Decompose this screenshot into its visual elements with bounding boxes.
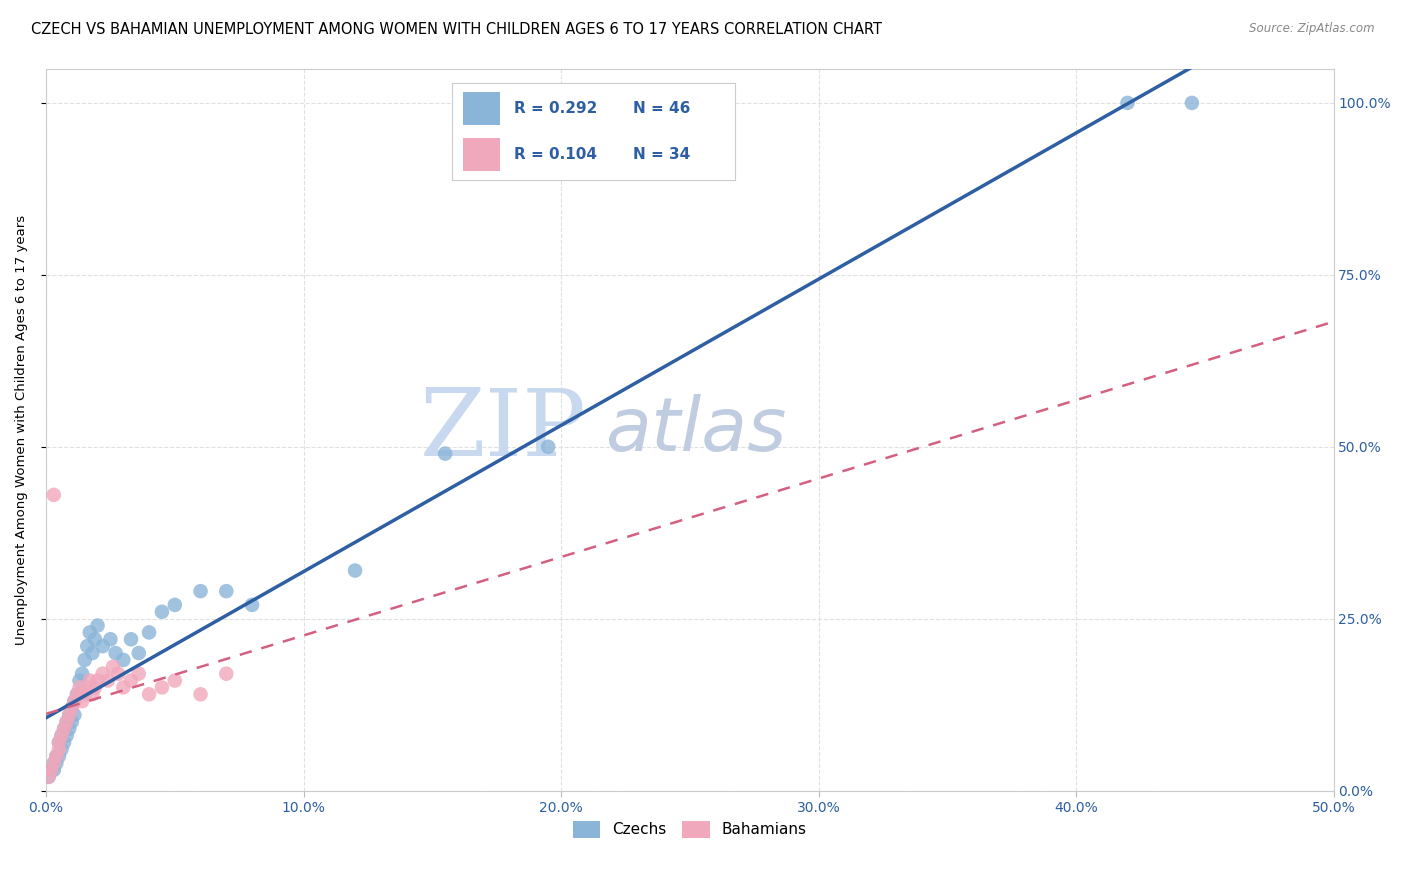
Point [60, 701, 83, 715]
Point [60, 701, 83, 715]
Point [79, 625, 101, 640]
Point [1181, 95, 1204, 110]
Point [48, 735, 70, 749]
Point [53, 735, 76, 749]
Point [70, 694, 93, 708]
Point [190, 584, 212, 599]
Point [48, 735, 70, 749]
Point [76, 681, 98, 695]
Point [86, 673, 108, 688]
Point [79, 673, 101, 688]
Point [60, 714, 83, 729]
Point [42, 763, 65, 777]
Point [58, 707, 80, 722]
Point [84, 681, 107, 695]
Point [58, 707, 80, 722]
Point [240, 598, 263, 612]
Point [55, 729, 77, 743]
Point [215, 666, 238, 681]
Point [63, 694, 86, 708]
Point [66, 687, 89, 701]
Point [344, 564, 367, 578]
Text: ZIP: ZIP [420, 384, 586, 475]
Point [55, 714, 77, 729]
Point [45, 749, 67, 764]
Point [150, 681, 173, 695]
Point [91, 639, 114, 653]
Point [69, 673, 91, 688]
Point [163, 673, 186, 688]
Point [48, 749, 70, 764]
Point [45, 756, 67, 770]
Point [76, 639, 98, 653]
Text: CZECH VS BAHAMIAN UNEMPLOYMENT AMONG WOMEN WITH CHILDREN AGES 6 TO 17 YEARS CORR: CZECH VS BAHAMIAN UNEMPLOYMENT AMONG WOM… [31, 22, 882, 37]
Point [190, 687, 212, 701]
Point [45, 749, 67, 764]
Point [82, 687, 104, 701]
Point [101, 660, 124, 674]
Point [58, 722, 80, 736]
Point [69, 681, 91, 695]
Point [82, 646, 104, 660]
Point [51, 729, 73, 743]
Point [66, 687, 89, 701]
Point [215, 584, 238, 599]
Point [42, 756, 65, 770]
Point [51, 742, 73, 756]
Point [537, 440, 560, 454]
Point [112, 653, 135, 667]
Point [163, 598, 186, 612]
Legend: Czechs, Bahamians: Czechs, Bahamians [567, 814, 813, 845]
Point [112, 681, 135, 695]
Point [128, 646, 150, 660]
Point [48, 742, 70, 756]
Point [434, 447, 457, 461]
Point [73, 687, 96, 701]
Point [100, 632, 122, 647]
Point [84, 632, 107, 647]
Point [39, 763, 62, 777]
Point [63, 707, 86, 722]
Point [150, 605, 173, 619]
Point [55, 714, 77, 729]
Point [51, 729, 73, 743]
Point [107, 666, 129, 681]
Point [138, 625, 160, 640]
Text: atlas: atlas [606, 393, 787, 466]
Point [91, 666, 114, 681]
Point [42, 756, 65, 770]
Point [70, 666, 93, 681]
Point [73, 653, 96, 667]
Point [120, 673, 142, 688]
Point [128, 666, 150, 681]
Point [97, 673, 120, 688]
Text: Source: ZipAtlas.com: Source: ZipAtlas.com [1250, 22, 1375, 36]
Point [53, 722, 76, 736]
Point [38, 770, 60, 784]
Point [39, 763, 62, 777]
Point [1116, 95, 1139, 110]
Point [42, 488, 65, 502]
Point [38, 770, 60, 784]
Y-axis label: Unemployment Among Women with Children Ages 6 to 17 years: Unemployment Among Women with Children A… [15, 214, 28, 645]
Point [86, 618, 108, 632]
Point [138, 687, 160, 701]
Point [53, 722, 76, 736]
Point [63, 694, 86, 708]
Point [104, 646, 127, 660]
Point [120, 632, 142, 647]
